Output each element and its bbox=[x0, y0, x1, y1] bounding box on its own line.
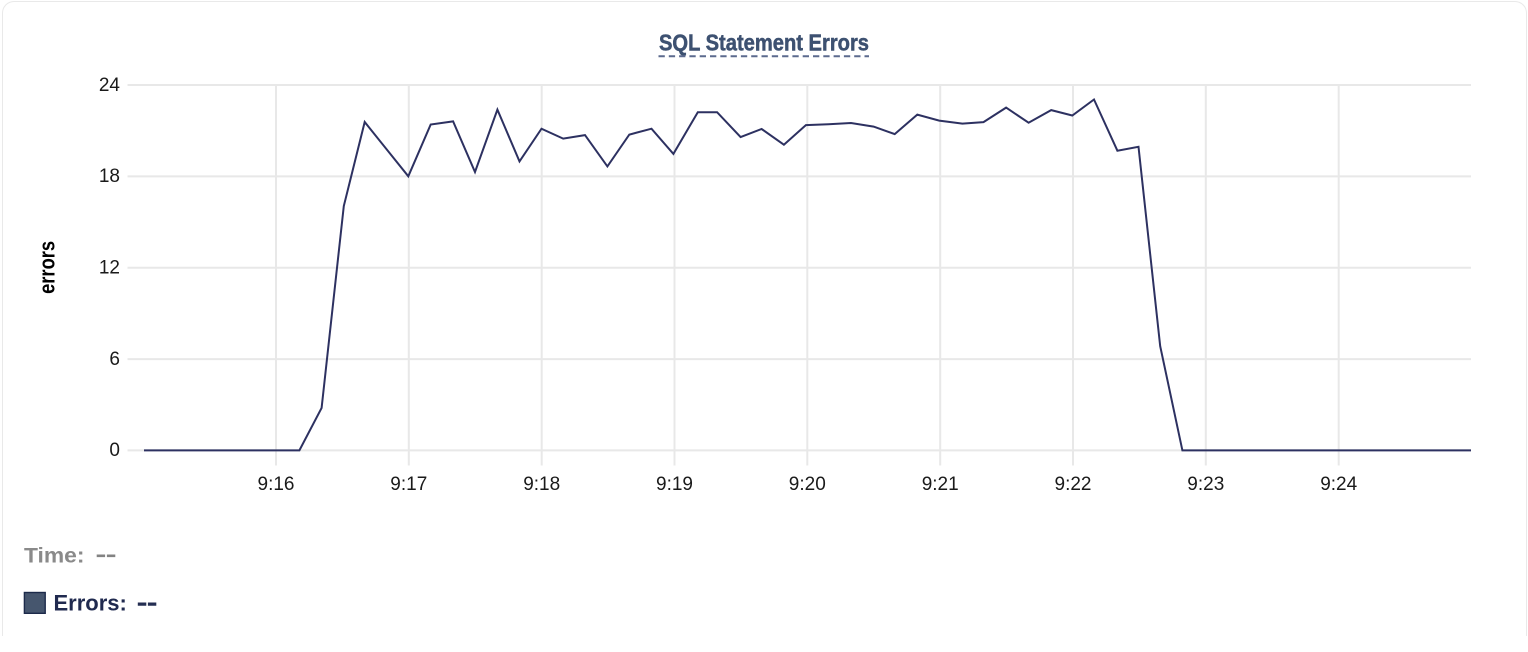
svg-text:Time:: Time: bbox=[24, 545, 85, 568]
svg-text:9:22: 9:22 bbox=[1055, 474, 1092, 495]
svg-text:9:19: 9:19 bbox=[656, 474, 693, 495]
svg-text:24: 24 bbox=[99, 75, 121, 96]
svg-text:Errors:: Errors: bbox=[54, 591, 127, 616]
svg-text:9:23: 9:23 bbox=[1187, 474, 1224, 495]
svg-text:9:17: 9:17 bbox=[390, 474, 427, 495]
svg-text:18: 18 bbox=[99, 166, 120, 187]
svg-text:9:18: 9:18 bbox=[523, 474, 560, 495]
svg-text:9:21: 9:21 bbox=[922, 474, 959, 495]
svg-text:SQL Statement Errors: SQL Statement Errors bbox=[659, 30, 869, 56]
svg-text:9:16: 9:16 bbox=[258, 474, 295, 495]
svg-text:9:20: 9:20 bbox=[789, 474, 826, 495]
svg-text:errors: errors bbox=[35, 241, 60, 294]
svg-text:6: 6 bbox=[109, 349, 120, 370]
svg-text:9:24: 9:24 bbox=[1320, 474, 1357, 495]
svg-text:12: 12 bbox=[99, 258, 120, 279]
svg-text:0: 0 bbox=[109, 440, 120, 461]
